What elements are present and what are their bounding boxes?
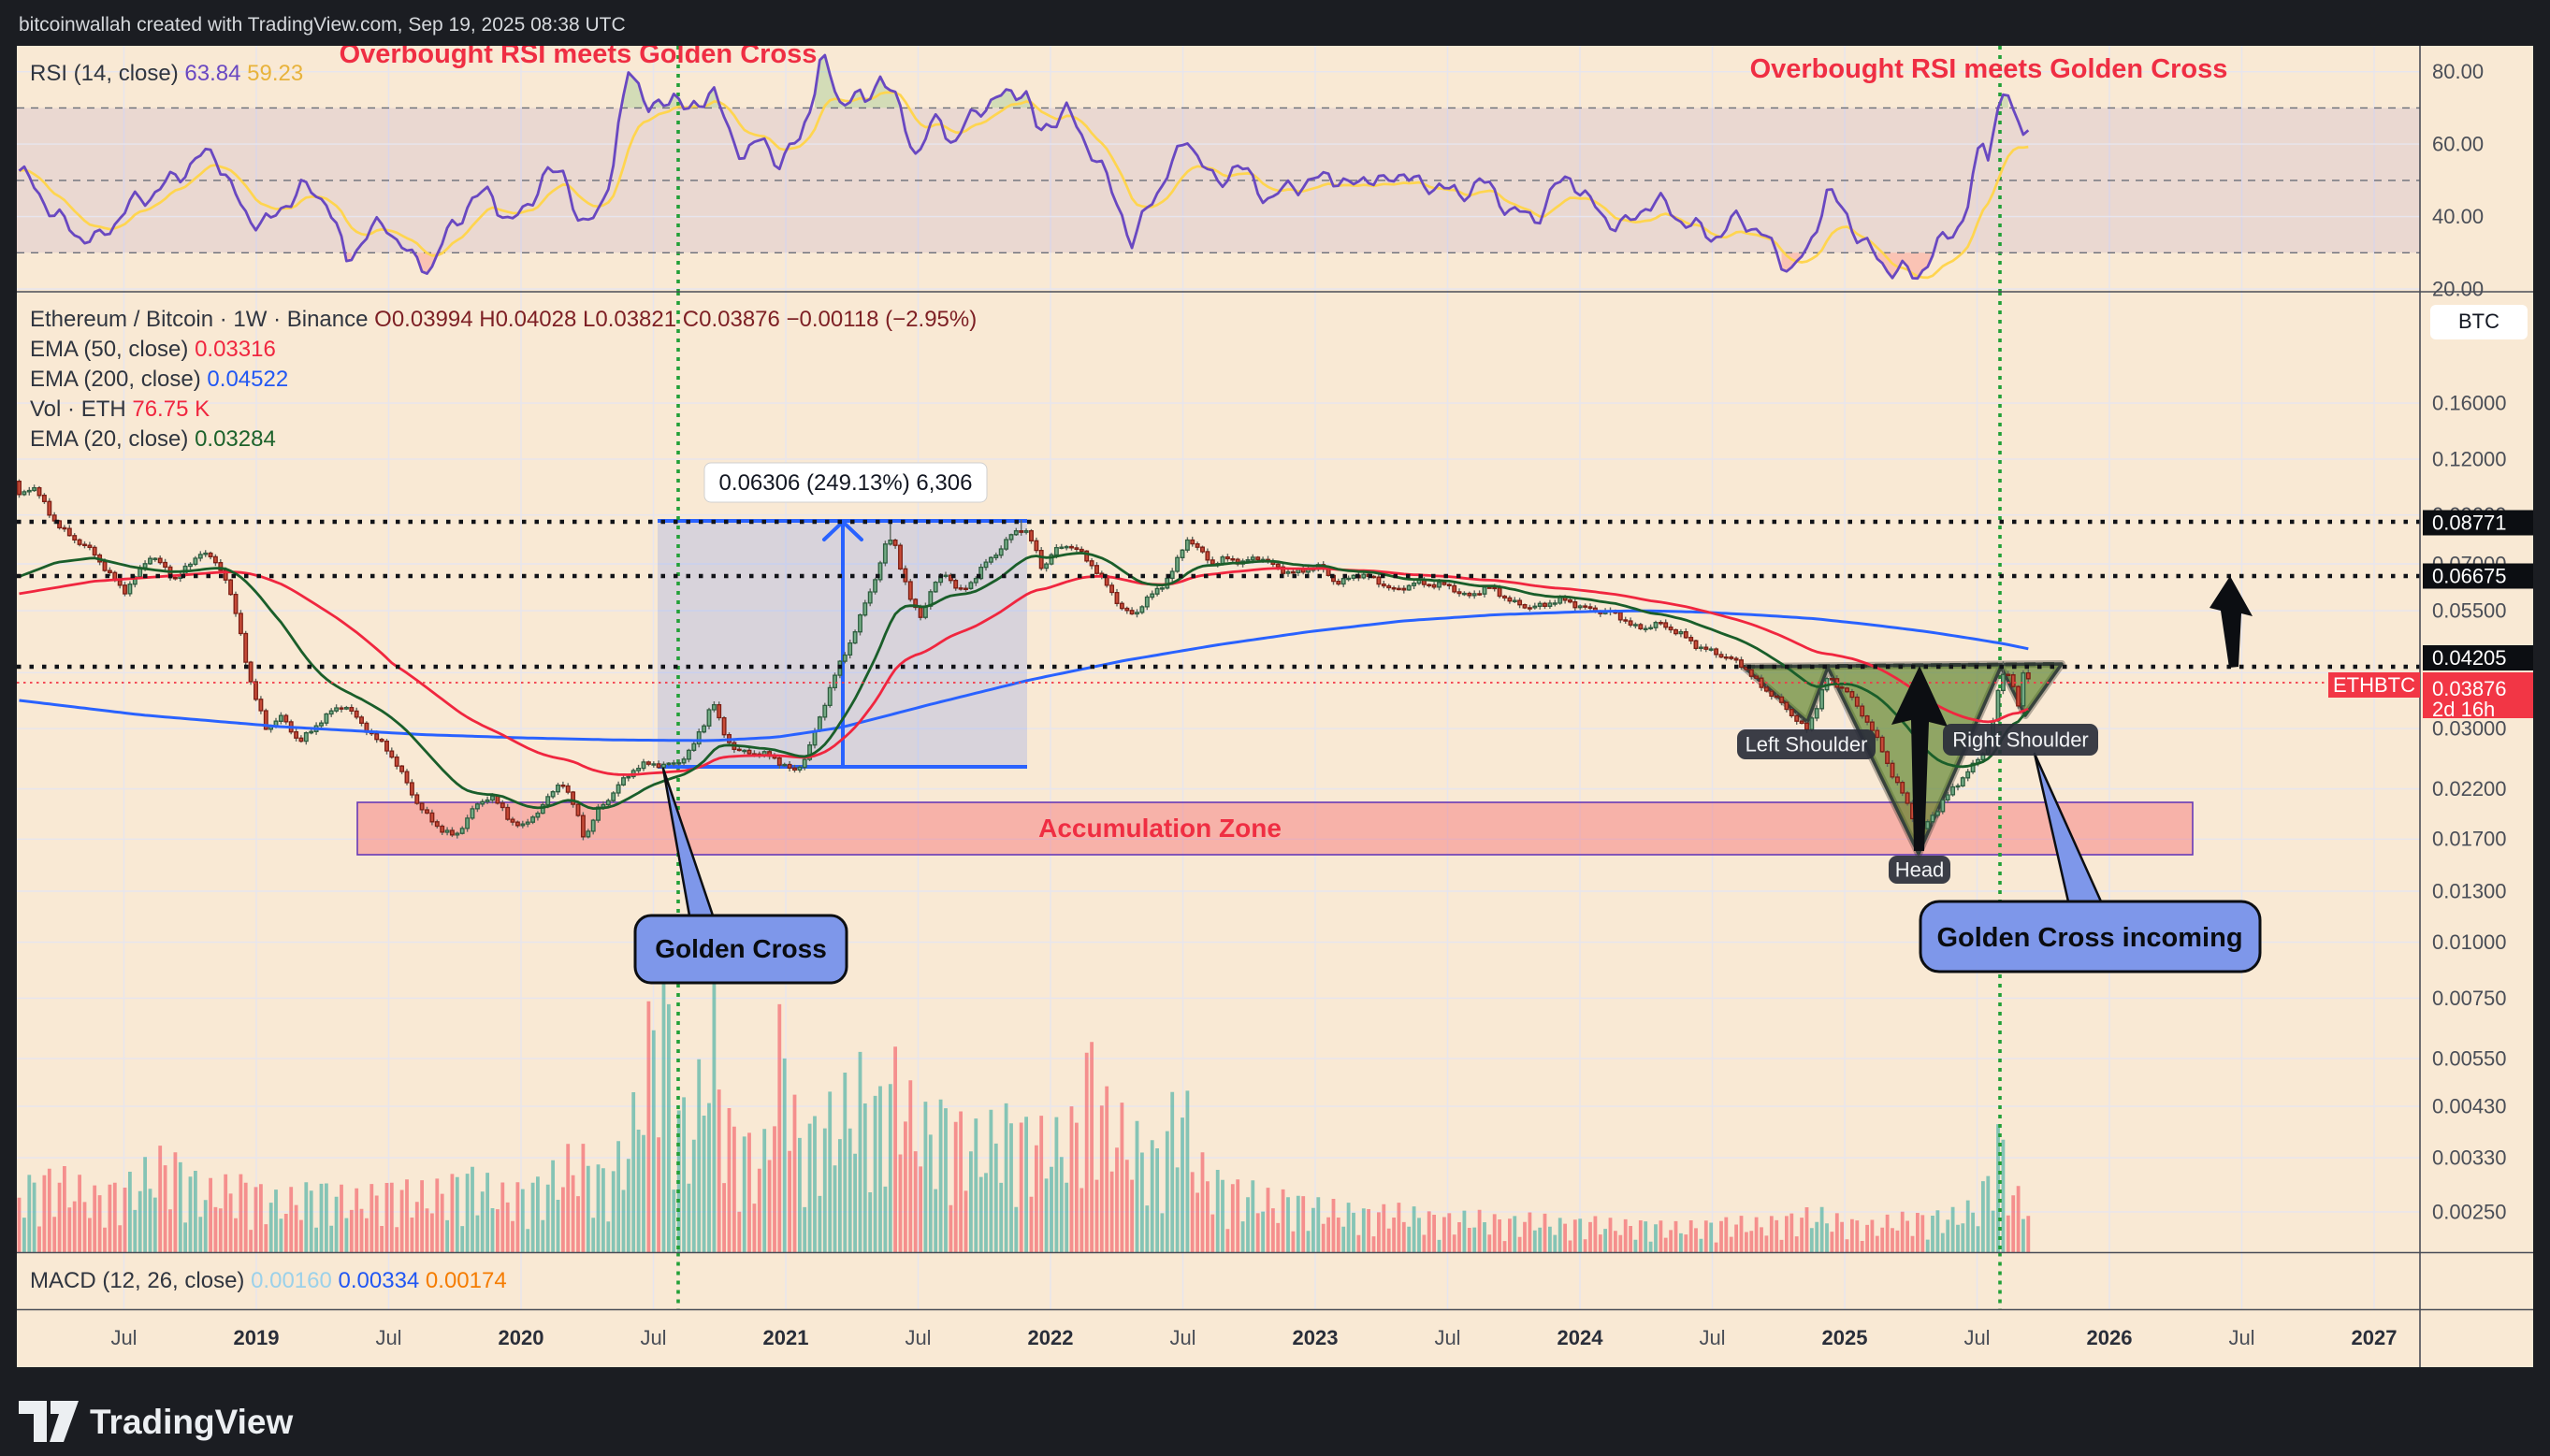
svg-text:60.00: 60.00 — [2432, 133, 2484, 156]
svg-text:2026: 2026 — [2087, 1326, 2133, 1349]
svg-text:Ethereum / Bitcoin · 1W · Bina: Ethereum / Bitcoin · 1W · Binance O0.039… — [30, 307, 977, 332]
svg-text:0.12000: 0.12000 — [2432, 447, 2507, 470]
svg-text:Left Shoulder: Left Shoulder — [1746, 733, 1868, 757]
svg-text:80.00: 80.00 — [2432, 60, 2484, 83]
svg-text:Vol · ETH 76.75 K: Vol · ETH 76.75 K — [30, 396, 210, 422]
svg-text:Jul: Jul — [1169, 1326, 1195, 1349]
svg-text:Jul: Jul — [1434, 1326, 1460, 1349]
svg-text:0.05500: 0.05500 — [2432, 599, 2507, 623]
svg-text:0.16000: 0.16000 — [2432, 392, 2507, 415]
svg-text:0.00430: 0.00430 — [2432, 1095, 2507, 1118]
svg-text:Jul: Jul — [905, 1326, 931, 1349]
svg-text:0.00330: 0.00330 — [2432, 1146, 2507, 1170]
svg-text:2021: 2021 — [763, 1326, 809, 1349]
svg-text:EMA (50, close) 0.03316: EMA (50, close) 0.03316 — [30, 337, 276, 362]
svg-text:20.00: 20.00 — [2432, 278, 2484, 301]
svg-text:Jul: Jul — [1699, 1326, 1725, 1349]
svg-text:2027: 2027 — [2352, 1326, 2398, 1349]
svg-text:0.01000: 0.01000 — [2432, 930, 2507, 954]
svg-text:Jul: Jul — [375, 1326, 401, 1349]
svg-text:2020: 2020 — [499, 1326, 544, 1349]
svg-text:Head: Head — [1895, 858, 1945, 882]
svg-text:Golden Cross incoming: Golden Cross incoming — [1936, 923, 2242, 953]
svg-text:0.01700: 0.01700 — [2432, 828, 2507, 851]
svg-text:Jul: Jul — [110, 1326, 137, 1349]
svg-text:2025: 2025 — [1822, 1326, 1868, 1349]
svg-text:0.03876: 0.03876 — [2432, 677, 2507, 700]
svg-text:2023: 2023 — [1293, 1326, 1339, 1349]
svg-text:40.00: 40.00 — [2432, 205, 2484, 228]
svg-text:Overbought RSI meets Golden Cr: Overbought RSI meets Golden Cross — [1750, 54, 2228, 84]
svg-text:2d 16h: 2d 16h — [2432, 698, 2495, 721]
svg-text:Overbought RSI meets Golden Cr: Overbought RSI meets Golden Cross — [340, 39, 818, 69]
svg-text:BTC: BTC — [2458, 310, 2499, 333]
svg-text:Accumulation Zone: Accumulation Zone — [1038, 814, 1282, 843]
svg-text:ETHBTC: ETHBTC — [2333, 673, 2415, 697]
svg-text:0.00250: 0.00250 — [2432, 1200, 2507, 1223]
svg-text:Jul: Jul — [1963, 1326, 1990, 1349]
svg-text:bitcoinwallah created with Tra: bitcoinwallah created with TradingView.c… — [19, 14, 626, 36]
svg-text:EMA (200, close) 0.04522: EMA (200, close) 0.04522 — [30, 367, 288, 392]
svg-text:Golden Cross: Golden Cross — [655, 934, 827, 963]
svg-text:RSI (14, close) 63.84 59.23: RSI (14, close) 63.84 59.23 — [30, 61, 303, 86]
svg-text:0.03000: 0.03000 — [2432, 717, 2507, 741]
svg-text:Jul: Jul — [640, 1326, 666, 1349]
svg-text:EMA (20, close) 0.03284: EMA (20, close) 0.03284 — [30, 426, 276, 452]
svg-text:Jul: Jul — [2228, 1326, 2254, 1349]
svg-text:0.02200: 0.02200 — [2432, 777, 2507, 800]
svg-text:0.00550: 0.00550 — [2432, 1046, 2507, 1070]
svg-text:0.01300: 0.01300 — [2432, 880, 2507, 903]
svg-text:0.06675: 0.06675 — [2432, 565, 2507, 588]
svg-text:0.06306 (249.13%) 6,306: 0.06306 (249.13%) 6,306 — [719, 470, 973, 496]
svg-text:2024: 2024 — [1558, 1326, 1604, 1349]
svg-text:TradingView: TradingView — [90, 1403, 293, 1441]
svg-text:2022: 2022 — [1028, 1326, 1074, 1349]
svg-text:Right Shoulder: Right Shoulder — [1952, 728, 2089, 752]
svg-text:0.08771: 0.08771 — [2432, 512, 2507, 535]
svg-text:2019: 2019 — [234, 1326, 280, 1349]
svg-text:0.00750: 0.00750 — [2432, 987, 2507, 1010]
svg-text:MACD (12, 26, close) 0.00160: MACD (12, 26, close) 0.00160 0.00334 0.0… — [30, 1268, 507, 1293]
svg-text:0.04205: 0.04205 — [2432, 646, 2507, 670]
